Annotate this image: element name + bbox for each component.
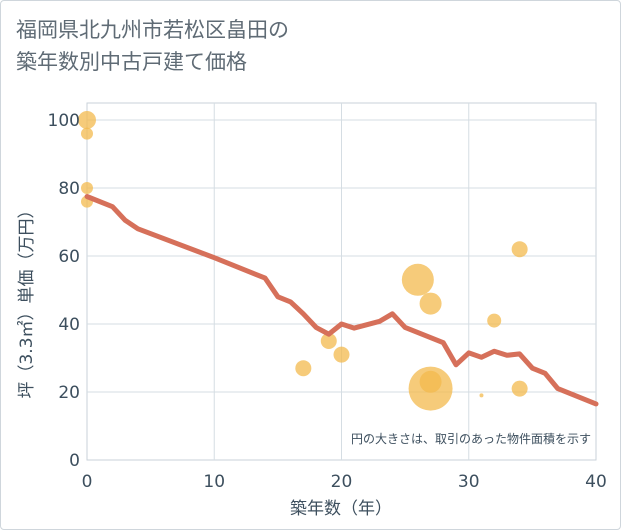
y-tick-label: 100 bbox=[48, 111, 80, 131]
scatter-point bbox=[78, 111, 96, 129]
y-axis-label: 坪（3.3㎡）単価（万円） bbox=[17, 201, 37, 398]
y-tick-label: 0 bbox=[69, 451, 80, 471]
scatter-point bbox=[408, 366, 453, 411]
scatter-point bbox=[333, 346, 350, 363]
scatter-point bbox=[81, 127, 93, 140]
scatter-point bbox=[487, 313, 502, 328]
scatter-point bbox=[419, 292, 442, 315]
chart-title-line1: 福岡県北九州市若松区畠田の bbox=[16, 18, 289, 42]
y-tick-labels: 0 20 40 60 80 100 bbox=[48, 111, 80, 471]
scatter-point bbox=[81, 182, 93, 194]
y-tick-label: 40 bbox=[58, 315, 80, 335]
x-tick-label: 0 bbox=[82, 472, 93, 492]
x-tick-label: 30 bbox=[458, 472, 480, 492]
x-tick-label: 10 bbox=[203, 472, 225, 492]
x-axis-label: 築年数（年） bbox=[290, 499, 392, 519]
y-tick-label: 20 bbox=[58, 383, 80, 403]
x-tick-label: 20 bbox=[331, 472, 353, 492]
scatter-point bbox=[401, 263, 434, 296]
bubble-size-note: 円の大きさは、取引のあった物件面積を示す bbox=[351, 431, 591, 446]
scatter-point bbox=[295, 360, 312, 377]
scatter-point bbox=[320, 333, 337, 349]
x-tick-label: 40 bbox=[585, 472, 607, 492]
trend-line bbox=[84, 194, 599, 407]
bubble-layer bbox=[78, 111, 528, 411]
chart-title: 福岡県北九州市若松区畠田の 築年数別中古戸建て価格 bbox=[16, 14, 436, 78]
grid-lines bbox=[87, 103, 596, 460]
chart-title-line2: 築年数別中古戸建て価格 bbox=[16, 50, 247, 74]
y-tick-label: 60 bbox=[58, 247, 80, 267]
scatter-point bbox=[479, 393, 484, 398]
scatter-point bbox=[511, 380, 528, 397]
scatter-point bbox=[511, 241, 528, 258]
y-tick-label: 80 bbox=[58, 179, 80, 199]
x-tick-labels: 0 10 20 30 40 bbox=[82, 472, 607, 492]
